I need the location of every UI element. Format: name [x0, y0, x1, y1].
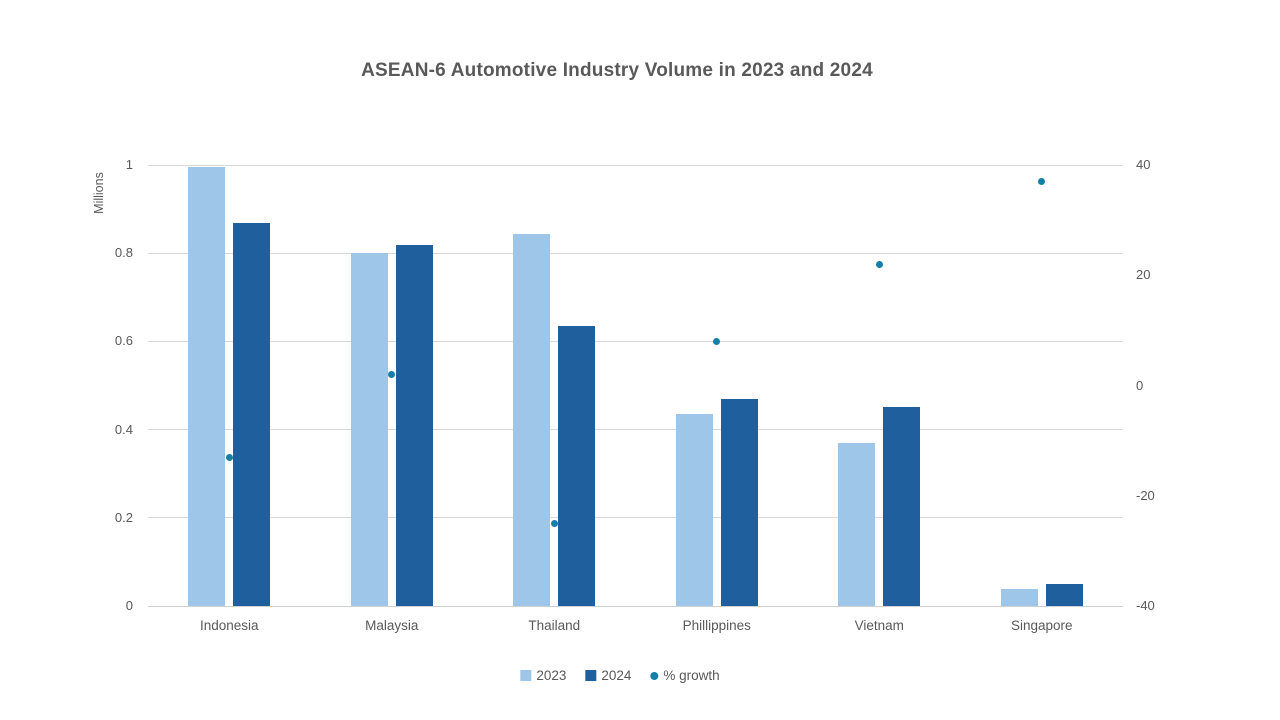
bar-2023-singapore	[1000, 588, 1038, 606]
legend: 2023 2024 % growth	[520, 668, 720, 683]
bar-2023-phillippines	[675, 413, 713, 606]
left-axis-tick-label: 0	[125, 598, 133, 613]
chart-title: ASEAN-6 Automotive Industry Volume in 20…	[361, 60, 873, 81]
legend-swatch-2023	[520, 670, 532, 681]
left-axis-tick-label: 0.6	[114, 333, 133, 349]
category-label-phillippines: Phillippines	[682, 618, 751, 633]
growth-dot-malaysia	[388, 370, 396, 378]
right-axis-tick-label: 0	[1136, 377, 1144, 393]
legend-dot--growth	[650, 671, 659, 680]
legend-item--growth: % growth	[650, 668, 720, 683]
legend-label-2023: 2023	[536, 668, 567, 683]
bar-2023-thailand	[513, 234, 551, 606]
category-label-malaysia: Malaysia	[365, 618, 419, 633]
legend-label-2024: 2024	[601, 668, 632, 683]
growth-dot-phillippines	[713, 337, 721, 345]
growth-dot-thailand	[550, 519, 558, 527]
right-axis-tick-label: -20	[1136, 487, 1155, 503]
bar-2024-phillippines	[720, 398, 758, 606]
bar-2023-indonesia	[188, 167, 226, 606]
gridline-1	[148, 164, 1123, 166]
legend-label--growth: % growth	[663, 668, 720, 683]
left-axis-tick-label: 0.2	[114, 509, 133, 525]
right-axis-tick-label: 40	[1136, 157, 1151, 172]
category-label-singapore: Singapore	[1010, 618, 1073, 633]
bar-2024-singapore	[1045, 583, 1083, 606]
growth-dot-vietnam	[875, 260, 883, 268]
growth-dot-singapore	[1038, 178, 1046, 186]
bar-2024-malaysia	[395, 245, 433, 606]
category-label-thailand: Thailand	[528, 618, 581, 633]
gridline-0.8	[148, 252, 1123, 254]
gridline-0.6	[148, 340, 1123, 342]
right-axis-tick-label: -40	[1136, 598, 1155, 613]
legend-item-2024: 2024	[585, 668, 631, 683]
category-label-indonesia: Indonesia	[199, 618, 259, 633]
gridline-0	[148, 605, 1123, 607]
left-axis-tick-label: 0.4	[114, 421, 133, 437]
bar-2024-thailand	[558, 325, 596, 606]
gridline-0.4	[148, 429, 1123, 431]
left-axis-title: Millions	[92, 172, 106, 214]
bar-2023-malaysia	[350, 253, 388, 606]
bar-2024-vietnam	[883, 406, 921, 606]
right-axis-tick-label: 20	[1136, 267, 1151, 283]
growth-dot-indonesia	[225, 453, 233, 461]
gridline-0.2	[148, 517, 1123, 519]
bar-2024-indonesia	[233, 223, 271, 606]
legend-swatch-2024	[585, 670, 597, 681]
left-axis-tick-label: 1	[125, 157, 133, 172]
legend-item-2023: 2023	[520, 668, 566, 683]
bar-2023-vietnam	[838, 442, 876, 606]
left-axis-tick-label: 0.8	[114, 245, 133, 261]
category-label-vietnam: Vietnam	[854, 618, 904, 633]
